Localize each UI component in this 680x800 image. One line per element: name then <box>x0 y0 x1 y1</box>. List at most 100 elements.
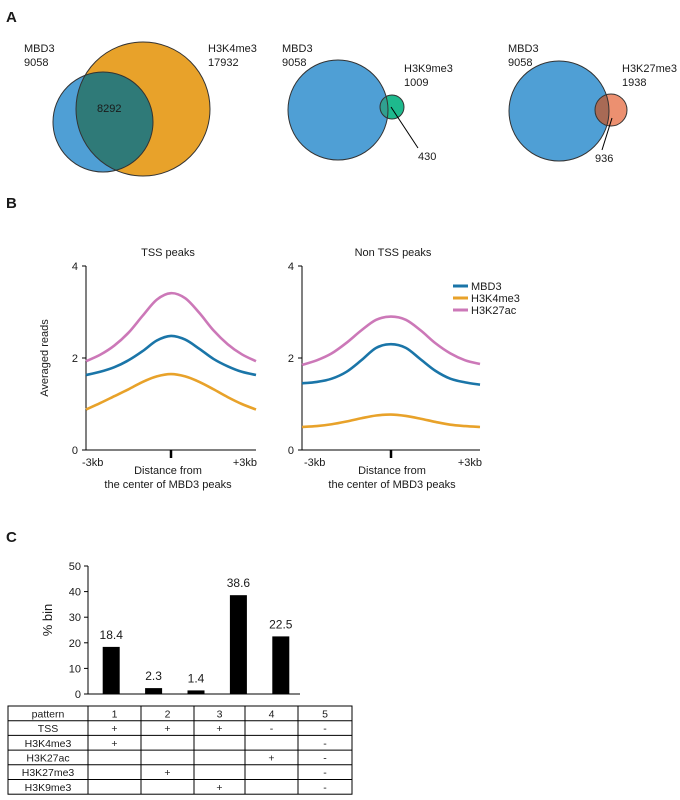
venn-right-count: 1009 <box>404 77 428 89</box>
y-axis-label: % bin <box>40 604 55 637</box>
y-tick-label: 2 <box>288 353 294 365</box>
venn-left-count: 9058 <box>24 57 48 69</box>
table-cell: - <box>323 738 327 750</box>
table-header-cell: 1 <box>112 708 118 720</box>
venn-left-name: MBD3 <box>24 43 55 55</box>
y-tick-label: 0 <box>75 689 81 701</box>
axes: 0 2 4 <box>288 261 480 458</box>
legend-label-h3k4me3: H3K4me3 <box>471 293 520 305</box>
bar-pattern-3 <box>187 690 205 694</box>
table-cell: - <box>323 723 327 735</box>
table-cell: + <box>268 752 274 764</box>
x-axis-label-line2: the center of MBD3 peaks <box>328 479 456 491</box>
bar-pattern-4 <box>229 595 247 694</box>
bar-value-label: 2.3 <box>145 669 162 683</box>
bar-pattern-1 <box>102 646 120 694</box>
series-lines <box>85 291 257 411</box>
venn-right-count: 17932 <box>208 57 239 69</box>
venn-mbd3-h3k27me3: MBD3 9058 H3K27me3 1938 936 <box>508 43 677 165</box>
table-cell: + <box>111 738 117 750</box>
bar-value-label: 18.4 <box>100 628 124 642</box>
venn-circle-mbd3 <box>288 60 388 160</box>
x-axis-label-line2: the center of MBD3 peaks <box>104 479 232 491</box>
venn-overlap <box>76 71 154 171</box>
venn-left-name: MBD3 <box>282 43 313 55</box>
table-cell: + <box>216 782 222 794</box>
table-cell: H3K9me3 <box>25 782 72 794</box>
table-cell: - <box>270 723 274 735</box>
plot-title: TSS peaks <box>141 247 195 259</box>
x-tick-left: -3kb <box>82 457 103 469</box>
venn-left-count: 9058 <box>282 57 306 69</box>
series-line-h3k27ac <box>85 291 257 363</box>
y-tick-label: 2 <box>72 353 78 365</box>
axes: 0 2 4 <box>72 261 256 458</box>
y-axis-label: Averaged reads <box>39 319 51 397</box>
bar-pattern-5 <box>272 636 290 694</box>
table-cell: + <box>164 723 170 735</box>
table-cell: TSS <box>38 723 58 735</box>
venn-leader-line <box>601 117 613 151</box>
table-cell: - <box>323 752 327 764</box>
venn-right-name: H3K9me3 <box>404 63 453 75</box>
table-header-cell: 5 <box>322 708 328 720</box>
table-header-cell: 4 <box>269 708 275 720</box>
x-axis-label-line1: Distance from <box>358 465 426 477</box>
y-tick-label: 0 <box>288 445 294 457</box>
table-cell: + <box>111 723 117 735</box>
panel-letter-c: C <box>6 529 17 546</box>
bars: 18.4 2.3 1.4 38.6 22.5 <box>100 576 293 694</box>
venn-right-name: H3K27me3 <box>622 63 677 75</box>
y-tick-label: 10 <box>69 663 81 675</box>
table-cell: H3K4me3 <box>25 738 72 750</box>
venn-overlap <box>595 94 610 126</box>
venn-circle-mbd3 <box>509 61 609 161</box>
venn-left-name: MBD3 <box>508 43 539 55</box>
profile-plot-non-tss: Non TSS peaks 0 2 4 -3kb +3kb Distance fro… <box>288 247 482 491</box>
table-header-cell: 3 <box>217 708 223 720</box>
x-tick-left: -3kb <box>304 457 325 469</box>
y-tick-label: 40 <box>69 587 81 599</box>
plot-title: Non TSS peaks <box>355 247 432 259</box>
series-line-h3k4me3 <box>301 413 481 429</box>
venn-mbd3-h3k4me3: MBD3 9058 H3K4me3 17932 8292 <box>24 41 257 177</box>
venn-overlap-count: 8292 <box>97 103 121 115</box>
legend-label-mbd3: MBD3 <box>471 281 502 293</box>
y-tick-label: 50 <box>69 561 81 573</box>
venn-leader-line <box>390 106 419 149</box>
pattern-table: pattern 1 2 3 4 5 TSS + + + - - H3K4me3 + - H3K27ac + - H3… <box>7 705 353 795</box>
legend-label-h3k27ac: H3K27ac <box>471 305 517 317</box>
table-cell: + <box>216 723 222 735</box>
venn-overlap <box>380 96 389 119</box>
panel-letter-b: B <box>6 195 17 212</box>
venn-right-name: H3K4me3 <box>208 43 257 55</box>
bar-value-label: 1.4 <box>188 671 205 685</box>
venn-left-count: 9058 <box>508 57 532 69</box>
table-cell: - <box>323 782 327 794</box>
venn-mbd3-h3k9me3: MBD3 9058 H3K9me3 1009 430 <box>282 43 453 163</box>
venn-overlap-count: 430 <box>418 151 436 163</box>
x-axis-label-line1: Distance from <box>134 465 202 477</box>
table-header-cell: 2 <box>165 708 171 720</box>
y-tick-label: 30 <box>69 612 81 624</box>
table-header-cell: pattern <box>32 708 65 720</box>
bar-value-label: 38.6 <box>227 576 251 590</box>
axes: 0 10 20 30 40 50 <box>69 561 300 701</box>
bar-pattern-2 <box>145 688 163 694</box>
series-line-mbd3 <box>301 342 481 386</box>
series-line-h3k27ac <box>301 315 481 367</box>
profile-plot-tss: TSS peaks Averaged reads 0 2 4 -3kb +3kb D… <box>39 247 257 491</box>
panel-letter-a: A <box>6 9 17 26</box>
table-cell: - <box>323 767 327 779</box>
series-line-h3k4me3 <box>85 372 257 411</box>
series-lines <box>301 315 481 429</box>
venn-right-count: 1938 <box>622 77 646 89</box>
bar-value-label: 22.5 <box>269 617 293 631</box>
y-tick-label: 4 <box>288 261 294 273</box>
venn-overlap-count: 936 <box>595 153 613 165</box>
series-line-mbd3 <box>85 334 257 377</box>
y-tick-label: 4 <box>72 261 78 273</box>
table-cell: + <box>164 767 170 779</box>
y-tick-label: 0 <box>72 445 78 457</box>
